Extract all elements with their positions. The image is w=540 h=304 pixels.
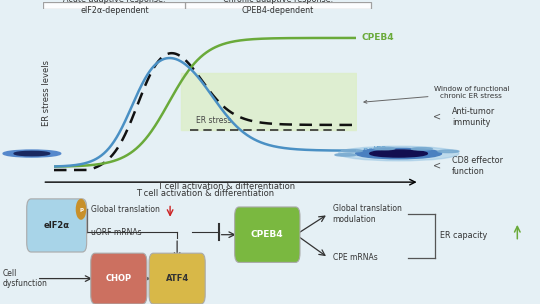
Circle shape	[438, 150, 459, 153]
Text: T cell activation & differentiation: T cell activation & differentiation	[136, 189, 274, 199]
Circle shape	[77, 199, 85, 219]
Text: uORF mRNAs: uORF mRNAs	[91, 228, 141, 237]
Circle shape	[14, 151, 50, 156]
Text: CHOP: CHOP	[106, 274, 132, 283]
FancyBboxPatch shape	[149, 253, 205, 304]
Text: Acute adaptive response:
elF2α-dependent: Acute adaptive response: elF2α-dependent	[63, 0, 166, 15]
Circle shape	[339, 146, 459, 161]
Text: Global translation
modulation: Global translation modulation	[333, 204, 402, 224]
Circle shape	[3, 150, 60, 157]
Circle shape	[370, 150, 427, 157]
FancyBboxPatch shape	[91, 253, 147, 304]
Text: ER capacity: ER capacity	[440, 231, 488, 240]
Text: Cell
dysfunction: Cell dysfunction	[3, 269, 48, 288]
Text: <: <	[433, 112, 441, 122]
FancyBboxPatch shape	[185, 2, 371, 9]
Text: p: p	[79, 207, 83, 212]
Text: Anti-tumor
immunity: Anti-tumor immunity	[452, 107, 495, 126]
Circle shape	[356, 148, 442, 159]
FancyBboxPatch shape	[27, 199, 86, 252]
Text: T cell activation & differentiation: T cell activation & differentiation	[157, 182, 295, 191]
Text: CPEB4: CPEB4	[362, 33, 395, 43]
Text: Global translation: Global translation	[91, 205, 160, 214]
Text: Chronic adaptive response:
CPEB4-dependent: Chronic adaptive response: CPEB4-depende…	[222, 0, 333, 15]
Text: eIF2α: eIF2α	[44, 221, 70, 230]
Circle shape	[374, 147, 395, 150]
Circle shape	[411, 147, 433, 150]
Text: <: <	[433, 161, 441, 171]
Text: Window of functional
chronic ER stress: Window of functional chronic ER stress	[364, 86, 509, 103]
Text: CPE mRNAs: CPE mRNAs	[333, 253, 377, 262]
FancyBboxPatch shape	[43, 2, 186, 9]
Y-axis label: ER stress levels: ER stress levels	[42, 60, 51, 126]
Text: CD8 effector
function: CD8 effector function	[452, 156, 503, 176]
Text: ATF4: ATF4	[165, 274, 189, 283]
Text: peIF2α: peIF2α	[362, 146, 393, 155]
FancyBboxPatch shape	[234, 207, 300, 262]
Circle shape	[341, 150, 362, 152]
Text: ER stress: ER stress	[196, 116, 232, 125]
Text: CPEB4: CPEB4	[251, 230, 284, 239]
Circle shape	[335, 154, 356, 156]
